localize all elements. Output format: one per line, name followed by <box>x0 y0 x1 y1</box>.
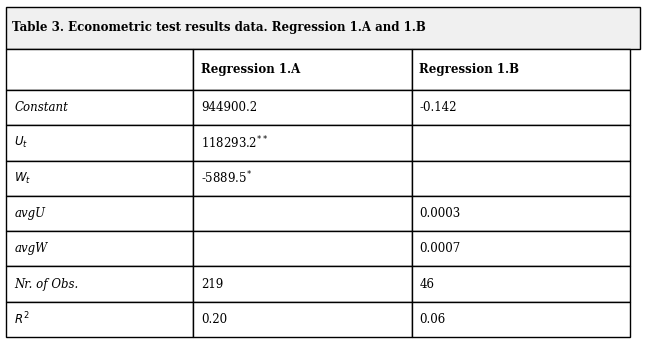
Bar <box>6 302 193 337</box>
Bar <box>193 231 412 266</box>
Text: Constant: Constant <box>14 101 68 114</box>
Bar <box>412 49 630 90</box>
Bar <box>193 90 412 125</box>
Bar <box>6 125 193 161</box>
Bar <box>193 125 412 161</box>
Bar <box>193 161 412 196</box>
Bar <box>412 302 630 337</box>
Text: 219: 219 <box>201 278 224 291</box>
Text: avgW: avgW <box>14 242 47 255</box>
Text: $\it{U}$$_t$: $\it{U}$$_t$ <box>14 135 28 150</box>
Bar <box>412 196 630 231</box>
Text: Nr. of Obs.: Nr. of Obs. <box>14 278 78 291</box>
Bar <box>193 49 412 90</box>
Bar <box>193 302 412 337</box>
Bar <box>6 7 640 49</box>
Bar <box>412 231 630 266</box>
Text: 118293.2$^{**}$: 118293.2$^{**}$ <box>201 135 268 151</box>
Text: Regression 1.B: Regression 1.B <box>419 63 519 76</box>
Text: 46: 46 <box>419 278 434 291</box>
Bar <box>412 125 630 161</box>
Bar <box>193 196 412 231</box>
Bar <box>6 161 193 196</box>
Bar <box>412 266 630 302</box>
Bar <box>6 196 193 231</box>
Text: Table 3. Econometric test results data. Regression 1.A and 1.B: Table 3. Econometric test results data. … <box>12 21 425 35</box>
Bar <box>412 161 630 196</box>
Text: 944900.2: 944900.2 <box>201 101 257 114</box>
Bar <box>6 231 193 266</box>
Bar <box>412 90 630 125</box>
Text: 0.06: 0.06 <box>419 313 446 326</box>
Text: 0.0007: 0.0007 <box>419 242 461 255</box>
Bar <box>6 266 193 302</box>
Text: 0.0003: 0.0003 <box>419 207 461 220</box>
Text: Regression 1.A: Regression 1.A <box>201 63 300 76</box>
Text: 0.20: 0.20 <box>201 313 227 326</box>
Bar <box>193 266 412 302</box>
Text: avgU: avgU <box>14 207 45 220</box>
Bar <box>6 90 193 125</box>
Text: -0.142: -0.142 <box>419 101 457 114</box>
Text: -5889.5$^{*}$: -5889.5$^{*}$ <box>201 170 252 186</box>
Text: $\it{W}$$_t$: $\it{W}$$_t$ <box>14 171 32 186</box>
Text: $R^2$: $R^2$ <box>14 311 30 328</box>
Bar <box>6 49 193 90</box>
